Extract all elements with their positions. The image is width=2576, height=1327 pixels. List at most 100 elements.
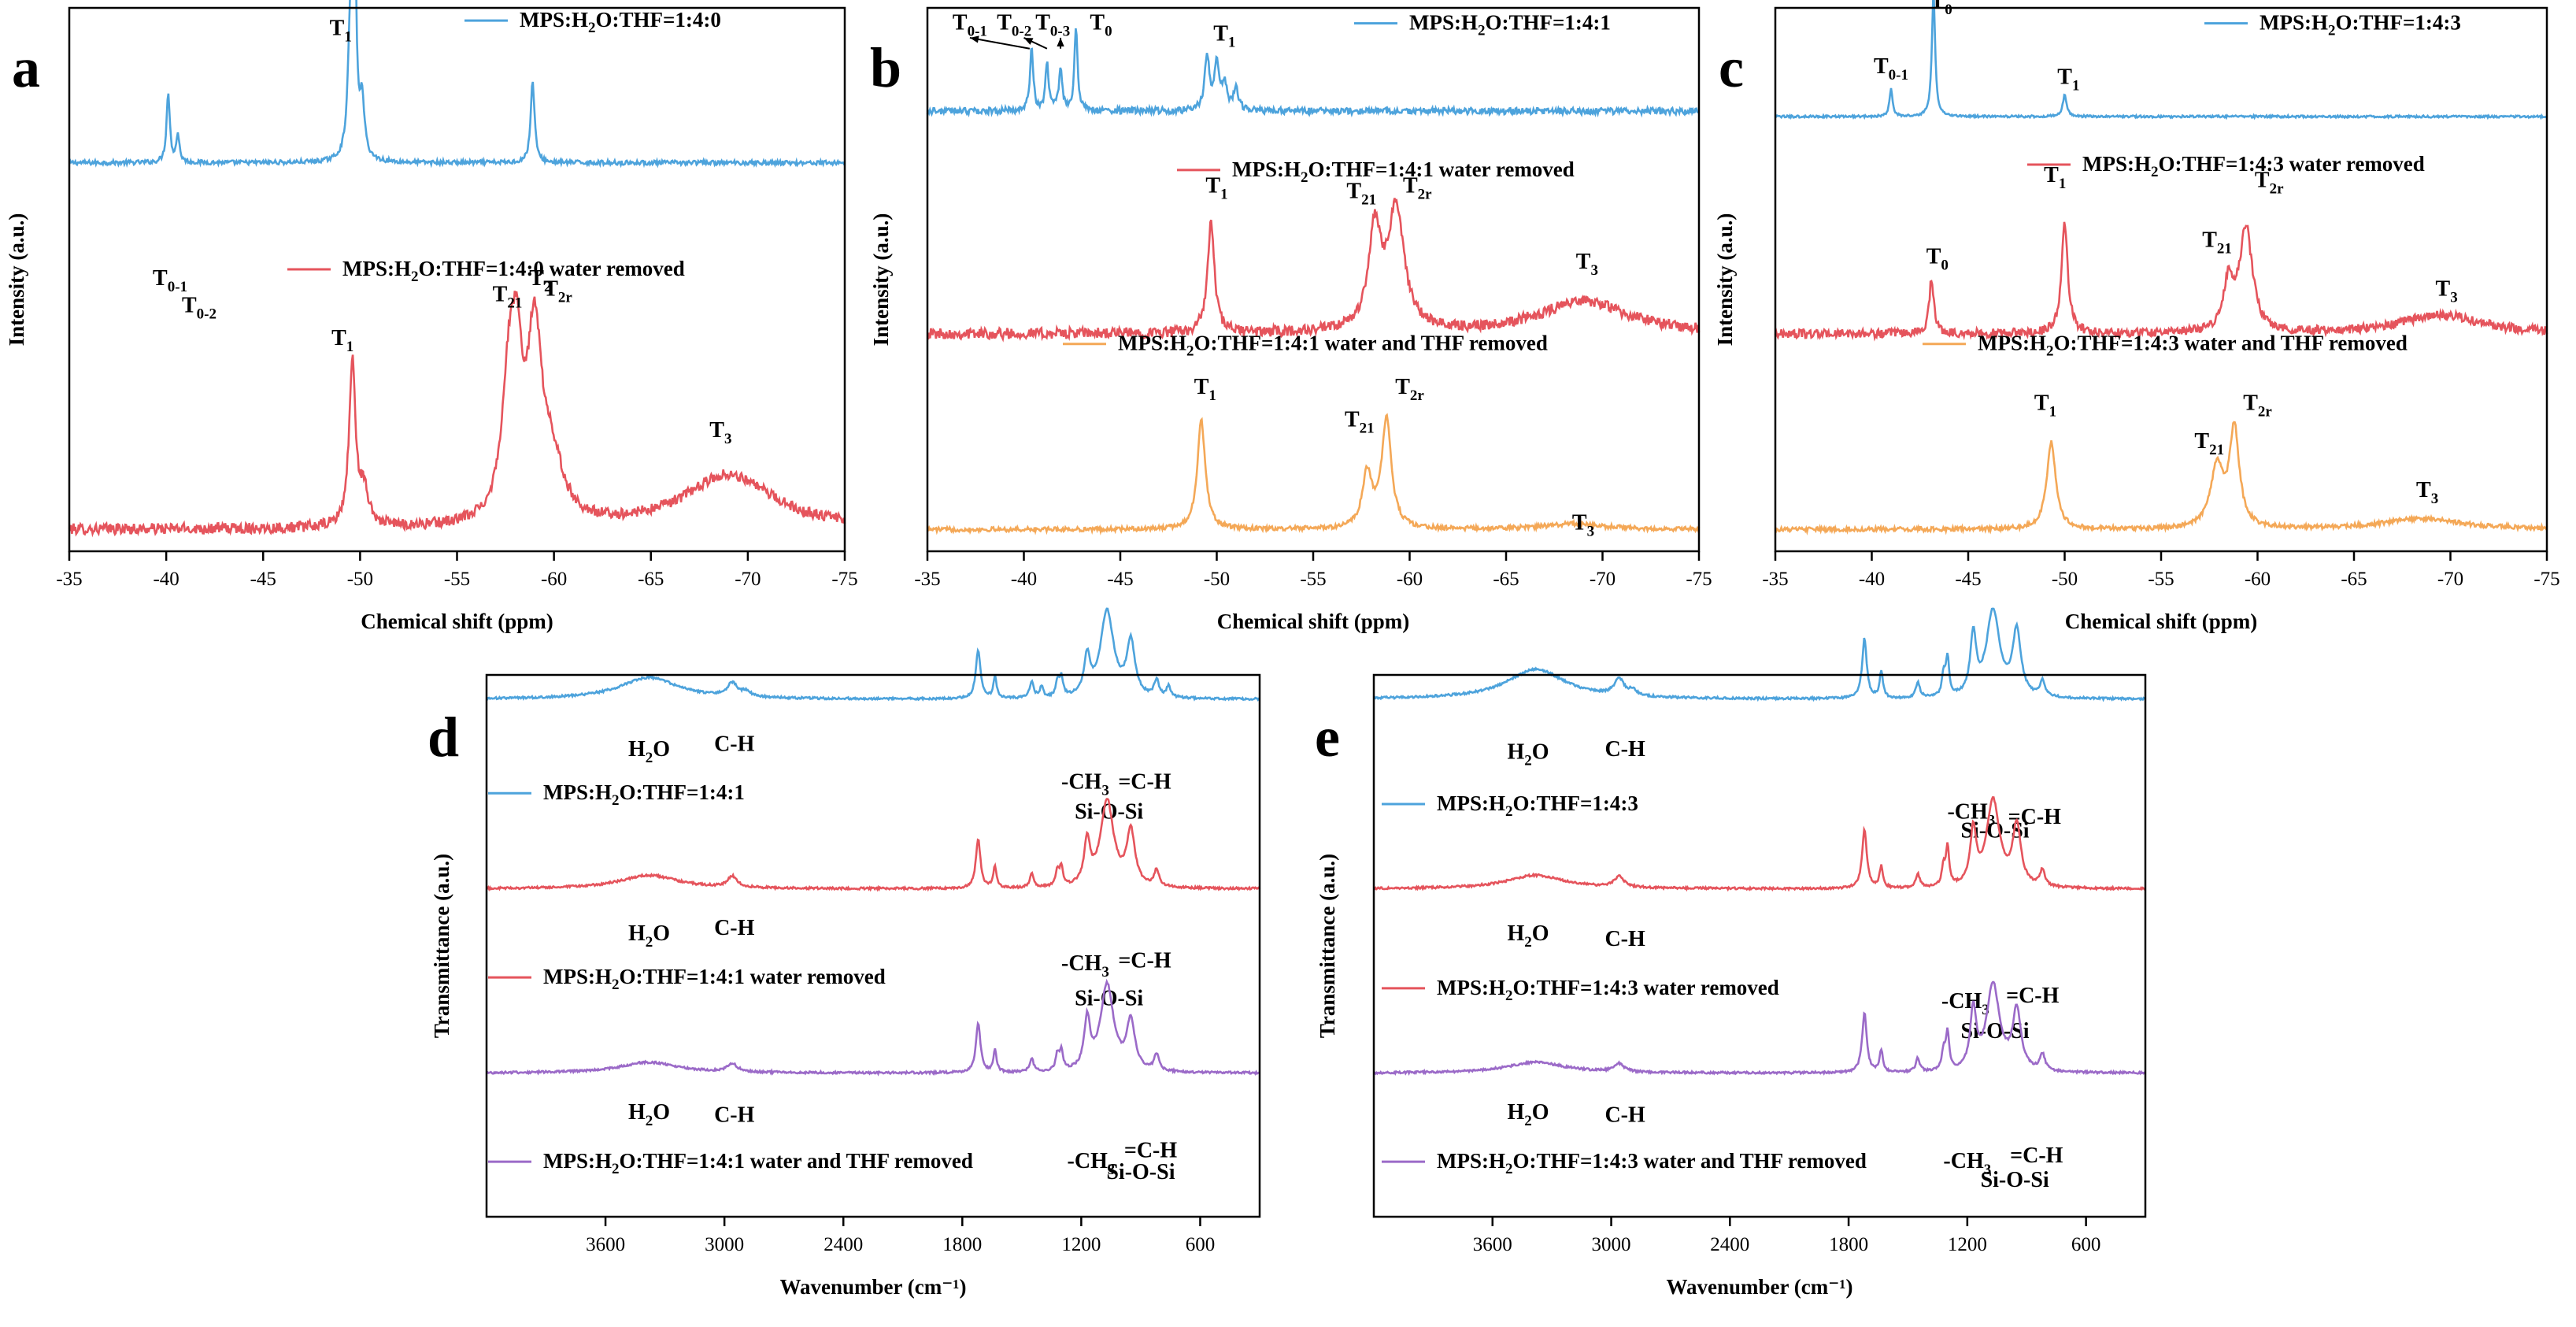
x-tick-label: -65 <box>2341 569 2367 590</box>
peak-label: H2O <box>628 1100 670 1129</box>
peak-label: T3 <box>2436 277 2458 306</box>
y-axis-title: Transmittance (a.u.) <box>430 854 453 1038</box>
x-tick-label: -75 <box>1686 569 1712 590</box>
legend-entry: MPS:H2O:THF=1:4:3 <box>1437 791 1638 820</box>
peak-label: T0-1 <box>1874 54 1908 83</box>
legend-entry: MPS:H2O:THF=1:4:1 water and THF removed <box>543 1149 973 1177</box>
peak-label: T0 <box>1926 244 1949 273</box>
legend-entry: MPS:H2O:THF=1:4:3 water removed <box>1437 976 1779 1004</box>
series-line <box>485 607 1260 702</box>
x-tick-label: 1800 <box>942 1234 982 1255</box>
plot-frame <box>926 6 1701 553</box>
plot-frame <box>485 673 1261 1218</box>
legend-entry: MPS:H2O:THF=1:4:0 <box>520 8 721 36</box>
peak-label: T2r <box>2243 391 2272 421</box>
series-line <box>1373 980 2146 1077</box>
x-tick-label: 3600 <box>1473 1234 1512 1255</box>
peak-label: T2r <box>1403 174 1432 203</box>
legend-entry: MPS:H2O:THF=1:4:3 water and THF removed <box>1437 1149 1867 1177</box>
peak-label: T0 <box>1090 11 1112 40</box>
x-tick-label: -45 <box>1107 569 1133 590</box>
peak-label: -CH3 <box>1061 951 1109 980</box>
x-tick-label: -55 <box>444 569 470 590</box>
x-tick-label: 3000 <box>705 1234 744 1255</box>
peak-label: H2O <box>628 737 670 766</box>
peak-label: -CH3 <box>1941 989 1989 1018</box>
peak-label: T1 <box>1205 174 1227 203</box>
legend-entry: MPS:H2O:THF=1:4:1 water and THF removed <box>1118 332 1548 360</box>
x-tick-label: -50 <box>1204 569 1230 590</box>
peak-label: T0-1 <box>953 11 987 40</box>
series-line <box>927 198 1701 343</box>
legend-entry: MPS:H2O:THF=1:4:3 water removed <box>2082 152 2425 180</box>
legend-entry: MPS:H2O:THF=1:4:1 water removed <box>1232 158 1575 186</box>
peak-label: T1 <box>2057 65 2079 95</box>
peak-label: T1 <box>1213 21 1235 50</box>
x-tick-label: -70 <box>2437 569 2463 590</box>
legend-entry: MPS:H2O:THF=1:4:1 <box>1409 11 1611 39</box>
peak-label: C-H <box>1604 1103 1645 1128</box>
x-tick-label: -50 <box>2052 569 2078 590</box>
peak-label: H2O <box>628 921 670 951</box>
x-axis-title: Chemical shift (ppm) <box>361 610 553 633</box>
peak-label: T21 <box>2194 429 2224 458</box>
peak-label: =C-H <box>1118 769 1171 794</box>
series-line <box>1372 607 2146 702</box>
x-tick-label: 1800 <box>1829 1234 1868 1255</box>
peak-label: -CH3 <box>1943 1149 1991 1178</box>
panel-letter: e <box>1315 706 1340 769</box>
x-tick-label: 3000 <box>1592 1234 1631 1255</box>
x-tick-label: -75 <box>2533 569 2559 590</box>
x-tick-label: -40 <box>1011 569 1037 590</box>
x-tick-label: 3600 <box>586 1234 625 1255</box>
x-axis-title: Wavenumber (cm⁻¹) <box>779 1275 966 1299</box>
x-tick-label: -50 <box>347 569 373 590</box>
peak-label: T1 <box>1194 375 1216 404</box>
peak-label: T1 <box>331 326 353 355</box>
x-tick-label: -45 <box>250 569 276 590</box>
peak-label: =C-H <box>2006 984 2060 1008</box>
y-axis-title: Intensity (a.u.) <box>5 213 28 347</box>
peak-label: T3 <box>1576 250 1598 279</box>
peak-label: T21 <box>1346 180 1376 209</box>
series-line <box>926 28 1700 118</box>
peak-label: T1 <box>330 17 352 46</box>
x-axis-title: Chemical shift (ppm) <box>1217 610 1410 633</box>
peak-label: =C-H <box>1118 949 1171 973</box>
panel-letter: a <box>12 36 40 99</box>
series-line <box>1774 221 2548 342</box>
peak-label: T2r <box>1395 375 1424 404</box>
arrow-head <box>1023 37 1034 45</box>
x-tick-label: -55 <box>2148 569 2174 590</box>
peak-label: T2r <box>2255 169 2284 198</box>
plot-frame <box>1372 673 2147 1218</box>
peak-label: Si-O-Si <box>1960 1019 2029 1043</box>
peak-label: C-H <box>1604 927 1645 951</box>
peak-label: -CH3 <box>1068 1149 1116 1178</box>
peak-label: T21 <box>2202 228 2232 258</box>
x-tick-label: -35 <box>56 569 82 590</box>
peak-label: T1 <box>2034 391 2056 421</box>
peak-label: T2 <box>529 266 551 295</box>
peak-label: =C-H <box>2010 1144 2063 1168</box>
peak-label: T0 <box>1930 0 1952 18</box>
panel-letter: d <box>427 706 459 769</box>
series-line <box>68 291 846 538</box>
x-tick-label: -60 <box>1397 569 1423 590</box>
peak-label: C-H <box>714 916 755 940</box>
series-line <box>1774 421 2548 536</box>
series-line <box>486 798 1261 892</box>
panel-letter: c <box>1719 36 1744 99</box>
x-tick-label: -70 <box>1590 569 1616 590</box>
panel-a: a MPS:H2O:THF=1:4:0 T0-1T0-2 T1 T2MPS:H2O:TH… <box>5 0 858 633</box>
peak-label: T0-2 <box>182 293 217 322</box>
panel-letter: b <box>870 36 901 99</box>
x-tick-label: -65 <box>1493 569 1519 590</box>
peak-label: H2O <box>1507 921 1549 951</box>
peak-label: H2O <box>1507 740 1549 769</box>
peak-label: T21 <box>493 283 523 312</box>
x-tick-label: -70 <box>735 569 761 590</box>
y-axis-title: Intensity (a.u.) <box>869 213 893 347</box>
x-tick-label: -40 <box>153 569 179 590</box>
